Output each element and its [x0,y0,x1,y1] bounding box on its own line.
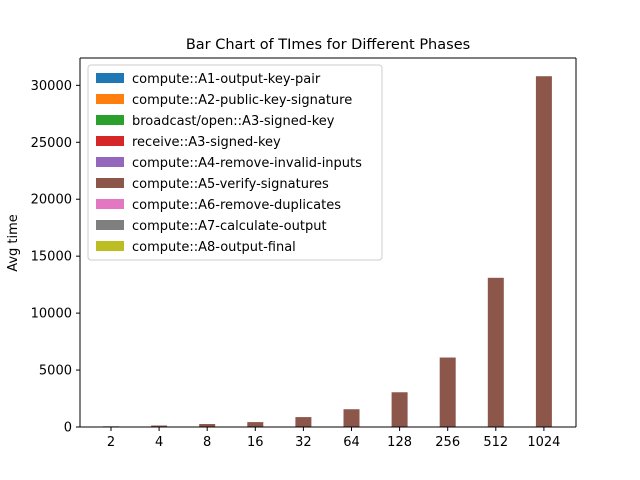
y-tick-label: 25000 [31,136,72,151]
axes: 2 4 8 16 32 64 128 256 512 1024 0 5000 10000 15000 200… [31,57,577,450]
bar [247,422,264,427]
x-tick-label: 512 [483,435,508,450]
bar [535,76,552,427]
bars [103,76,552,427]
legend-swatch [96,220,124,230]
x-tick-label: 16 [247,435,264,450]
bar [151,425,168,427]
x-tick-label: 64 [343,435,360,450]
x-tick-label: 1024 [527,435,560,450]
y-tick-label: 15000 [31,250,72,265]
legend-label: compute::A4-remove-invalid-inputs [132,156,362,171]
legend-label: compute::A8-output-final [132,240,296,255]
legend-box [87,64,383,261]
legend-swatch [96,115,124,125]
bar [439,357,456,427]
bar [343,409,360,427]
y-tick-label: 10000 [31,307,72,322]
legend-label: compute::A2-public-key-signature [132,93,352,108]
x-tick-label: 128 [387,435,412,450]
chart-title: Bar Chart of TImes for Different Phases [186,37,470,53]
y-tick-label: 5000 [39,364,72,379]
bar [295,417,312,427]
legend-swatch [96,73,124,83]
x-tick-label: 8 [203,435,211,450]
legend-label: compute::A7-calculate-output [132,219,327,234]
legend-label: compute::A5-verify-signatures [132,177,329,192]
legend: compute::A1-output-key-paircompute::A2-p… [87,64,383,261]
y-tick-label: 30000 [31,79,72,94]
legend-swatch [96,136,124,146]
legend-swatch [96,94,124,104]
x-tick-label: 256 [435,435,460,450]
bar [391,392,408,427]
y-axis-label: Avg time [6,214,21,272]
x-tick-label: 2 [107,435,115,450]
bar [199,424,216,427]
legend-swatch [96,157,124,167]
legend-swatch [96,178,124,188]
legend-swatch [96,241,124,251]
legend-label: compute::A6-remove-duplicates [132,198,341,213]
y-tick-label: 0 [64,421,72,436]
bar [487,277,504,427]
y-tick-label: 20000 [31,193,72,208]
legend-swatch [96,199,124,209]
x-tick-label: 32 [295,435,312,450]
legend-label: compute::A1-output-key-pair [132,72,321,87]
x-tick-label: 4 [155,435,163,450]
legend-label: receive::A3-signed-key [132,135,281,150]
legend-label: broadcast/open::A3-signed-key [132,114,335,129]
